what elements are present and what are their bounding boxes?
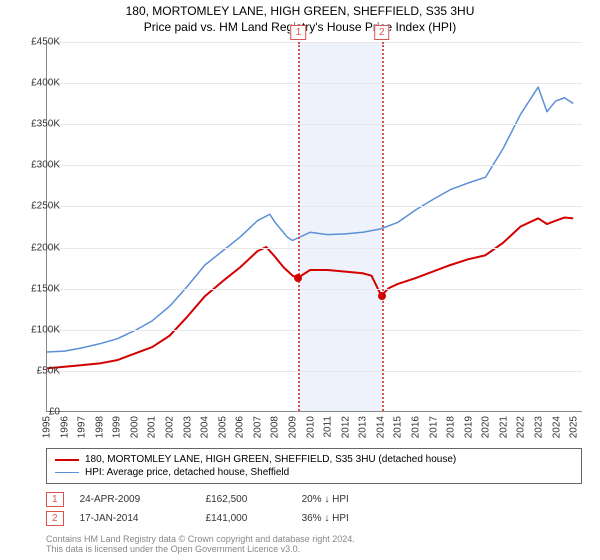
x-axis-label: 2015 bbox=[393, 416, 404, 438]
x-axis-label: 2021 bbox=[498, 416, 509, 438]
sale-diff: 36% ↓ HPI bbox=[302, 513, 349, 524]
legend: 180, MORTOMLEY LANE, HIGH GREEN, SHEFFIE… bbox=[46, 448, 582, 484]
gridline bbox=[47, 165, 582, 166]
y-axis-label: £150K bbox=[16, 283, 60, 294]
series-svg bbox=[47, 42, 582, 411]
x-axis-label: 1996 bbox=[59, 416, 70, 438]
y-axis-label: £400K bbox=[16, 78, 60, 89]
gridline bbox=[47, 124, 582, 125]
chart-plot-area: 1995199619971998199920002001200220032004… bbox=[46, 42, 582, 412]
sale-date: 17-JAN-2014 bbox=[80, 513, 190, 524]
y-axis-label: £450K bbox=[16, 37, 60, 48]
x-axis-label: 2020 bbox=[481, 416, 492, 438]
gridline bbox=[47, 206, 582, 207]
x-axis-label: 2014 bbox=[375, 416, 386, 438]
x-axis-label: 2013 bbox=[358, 416, 369, 438]
gridline bbox=[47, 289, 582, 290]
x-axis-label: 2009 bbox=[288, 416, 299, 438]
series-price_paid bbox=[47, 218, 573, 369]
sale-date: 24-APR-2009 bbox=[80, 494, 190, 505]
x-axis-label: 2008 bbox=[270, 416, 281, 438]
x-axis-label: 1995 bbox=[42, 416, 53, 438]
x-axis-label: 2016 bbox=[411, 416, 422, 438]
y-axis-label: £50K bbox=[16, 365, 60, 376]
x-axis-label: 2003 bbox=[182, 416, 193, 438]
sale-row: 2 17-JAN-2014 £141,000 36% ↓ HPI bbox=[46, 509, 582, 528]
sale-marker-badge: 1 bbox=[291, 25, 307, 40]
gridline bbox=[47, 330, 582, 331]
series-hpi bbox=[47, 87, 573, 352]
y-axis-label: £350K bbox=[16, 119, 60, 130]
gridline bbox=[47, 83, 582, 84]
attribution: Contains HM Land Registry data © Crown c… bbox=[46, 534, 582, 554]
x-axis-label: 2004 bbox=[200, 416, 211, 438]
attribution-line2: This data is licensed under the Open Gov… bbox=[46, 544, 582, 554]
sale-point-marker bbox=[378, 292, 386, 300]
legend-label: HPI: Average price, detached house, Shef… bbox=[85, 467, 289, 478]
x-axis-label: 2000 bbox=[129, 416, 140, 438]
legend-swatch bbox=[55, 459, 79, 461]
x-axis-label: 2006 bbox=[235, 416, 246, 438]
legend-item: HPI: Average price, detached house, Shef… bbox=[55, 466, 573, 479]
sale-marker-line bbox=[298, 42, 300, 411]
legend-item: 180, MORTOMLEY LANE, HIGH GREEN, SHEFFIE… bbox=[55, 453, 573, 466]
x-axis-label: 2012 bbox=[340, 416, 351, 438]
y-axis-label: £300K bbox=[16, 160, 60, 171]
sale-price: £141,000 bbox=[206, 513, 286, 524]
legend-label: 180, MORTOMLEY LANE, HIGH GREEN, SHEFFIE… bbox=[85, 454, 456, 465]
sale-row: 1 24-APR-2009 £162,500 20% ↓ HPI bbox=[46, 490, 582, 509]
sale-badge: 2 bbox=[46, 511, 64, 526]
sale-diff: 20% ↓ HPI bbox=[302, 494, 349, 505]
y-axis-label: £100K bbox=[16, 324, 60, 335]
sale-badge: 1 bbox=[46, 492, 64, 507]
x-axis-label: 2010 bbox=[305, 416, 316, 438]
x-axis-label: 2001 bbox=[147, 416, 158, 438]
x-axis-label: 2002 bbox=[165, 416, 176, 438]
x-axis-label: 2022 bbox=[516, 416, 527, 438]
x-axis-label: 2019 bbox=[463, 416, 474, 438]
x-axis-label: 2011 bbox=[323, 416, 334, 438]
gridline bbox=[47, 371, 582, 372]
y-axis-label: £250K bbox=[16, 201, 60, 212]
x-axis-label: 1999 bbox=[112, 416, 123, 438]
chart-title: 180, MORTOMLEY LANE, HIGH GREEN, SHEFFIE… bbox=[0, 4, 600, 18]
y-axis-label: £200K bbox=[16, 242, 60, 253]
gridline bbox=[47, 42, 582, 43]
x-axis-label: 2025 bbox=[569, 416, 580, 438]
x-axis-label: 2018 bbox=[446, 416, 457, 438]
x-axis-label: 1997 bbox=[77, 416, 88, 438]
attribution-line1: Contains HM Land Registry data © Crown c… bbox=[46, 534, 582, 544]
y-axis-label: £0 bbox=[16, 407, 60, 418]
chart-container: 180, MORTOMLEY LANE, HIGH GREEN, SHEFFIE… bbox=[0, 0, 600, 560]
gridline bbox=[47, 248, 582, 249]
x-axis-label: 2005 bbox=[217, 416, 228, 438]
sale-point-marker bbox=[294, 274, 302, 282]
x-axis-label: 2023 bbox=[534, 416, 545, 438]
sale-marker-badge: 2 bbox=[374, 25, 390, 40]
x-axis-label: 2017 bbox=[428, 416, 439, 438]
sale-history: 1 24-APR-2009 £162,500 20% ↓ HPI 2 17-JAN-201… bbox=[46, 490, 582, 528]
x-axis-label: 1998 bbox=[94, 416, 105, 438]
sale-marker-line bbox=[382, 42, 384, 411]
x-axis-label: 2007 bbox=[252, 416, 263, 438]
x-axis-label: 2024 bbox=[551, 416, 562, 438]
legend-swatch bbox=[55, 472, 79, 474]
sale-price: £162,500 bbox=[206, 494, 286, 505]
